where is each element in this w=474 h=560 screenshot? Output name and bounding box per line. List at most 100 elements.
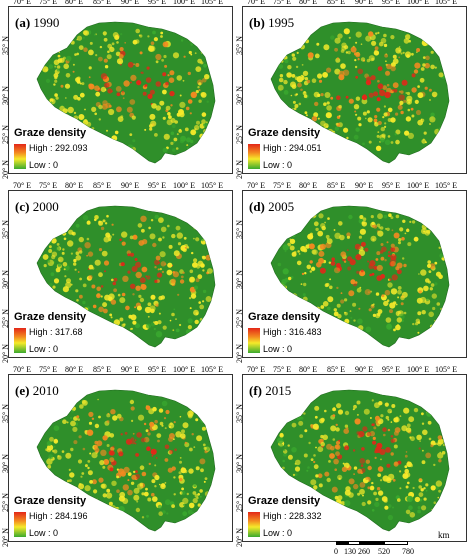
density-cell: [114, 510, 120, 515]
density-cell: [406, 95, 413, 102]
density-cell: [377, 473, 382, 477]
density-cell: [325, 324, 331, 329]
density-cell: [352, 302, 357, 307]
density-cell: [74, 323, 78, 327]
density-cell: [421, 412, 424, 416]
density-cell: [69, 472, 75, 478]
density-cell: [373, 265, 378, 270]
density-cell: [363, 408, 370, 415]
density-cell: [175, 147, 179, 150]
density-cell: [170, 118, 176, 123]
density-cell: [129, 235, 134, 240]
panel-year: 2000: [29, 199, 59, 214]
density-cell: [353, 134, 359, 140]
latitude-label: 20° N: [234, 344, 244, 363]
density-cell: [58, 259, 61, 262]
density-cell: [333, 229, 336, 231]
density-cell: [193, 309, 199, 316]
density-cell: [133, 470, 136, 474]
plateau-map: [36, 389, 216, 532]
density-cell: [62, 118, 67, 123]
density-cell: [427, 260, 431, 264]
density-cell: [129, 399, 135, 405]
density-cell: [173, 137, 178, 142]
density-cell: [369, 273, 373, 277]
density-cell: [310, 479, 317, 486]
longitude-label: 95° E: [148, 0, 167, 6]
density-cell: [92, 506, 96, 510]
longitude-label: 70° E: [13, 365, 32, 374]
density-cell: [422, 138, 425, 141]
density-cell: [154, 321, 159, 325]
density-cell: [354, 281, 358, 284]
density-cell: [356, 287, 362, 293]
density-cell: [136, 80, 142, 86]
density-cell: [60, 84, 64, 88]
density-cell: [197, 86, 200, 89]
density-cell: [309, 270, 312, 273]
legend-title: Graze density: [14, 311, 87, 323]
density-cell: [372, 313, 376, 317]
density-cell: [380, 414, 384, 418]
density-cell: [65, 281, 72, 289]
density-cell: [45, 34, 51, 41]
density-cell: [391, 404, 396, 408]
density-cell: [404, 472, 411, 478]
density-cell: [205, 514, 208, 517]
density-cell: [202, 289, 207, 294]
density-cell: [375, 32, 378, 35]
density-cell: [130, 327, 133, 330]
density-cell: [200, 468, 204, 473]
density-cell: [375, 258, 379, 261]
density-cell: [156, 433, 162, 438]
density-cell: [304, 429, 308, 433]
density-cell: [127, 270, 131, 274]
density-cell: [387, 282, 393, 288]
density-cell: [177, 293, 180, 296]
density-cell: [376, 442, 383, 449]
density-cell: [373, 426, 377, 430]
density-cell: [73, 262, 77, 266]
density-cell: [59, 57, 65, 63]
density-cell: [54, 93, 58, 97]
density-cell: [49, 98, 54, 103]
density-cell: [277, 84, 284, 91]
density-cell: [179, 323, 182, 327]
density-cell: [50, 101, 53, 104]
density-cell: [405, 485, 409, 489]
density-cell: [428, 311, 434, 318]
density-cell: [144, 84, 148, 87]
density-cell: [109, 46, 115, 53]
density-cell: [320, 434, 324, 439]
density-cell: [98, 118, 102, 121]
density-cell: [112, 233, 115, 236]
density-cell: [101, 329, 108, 336]
density-cell: [82, 30, 88, 36]
density-cell: [154, 259, 160, 266]
latitude-label: 25° N: [234, 125, 244, 144]
density-cell: [94, 112, 97, 116]
density-cell: [434, 408, 439, 413]
density-cell: [88, 83, 95, 90]
density-cell: [91, 106, 97, 112]
density-cell: [284, 250, 287, 253]
density-cell: [181, 487, 185, 491]
density-cell: [155, 81, 162, 87]
density-cell: [371, 304, 374, 307]
density-cell: [344, 45, 349, 50]
density-cell: [195, 66, 202, 72]
density-cell: [121, 231, 128, 238]
density-cell: [358, 235, 362, 239]
density-cell: [376, 275, 383, 281]
density-cell: [330, 96, 334, 100]
density-cell: [134, 442, 137, 445]
density-cell: [52, 285, 56, 289]
density-cell: [395, 129, 401, 135]
density-cell: [159, 483, 161, 486]
density-cell: [175, 328, 180, 333]
density-cell: [291, 447, 297, 453]
density-cell: [400, 295, 405, 301]
density-cell: [88, 264, 94, 270]
density-cell: [429, 123, 431, 125]
longitude-label: 75° E: [39, 365, 58, 374]
